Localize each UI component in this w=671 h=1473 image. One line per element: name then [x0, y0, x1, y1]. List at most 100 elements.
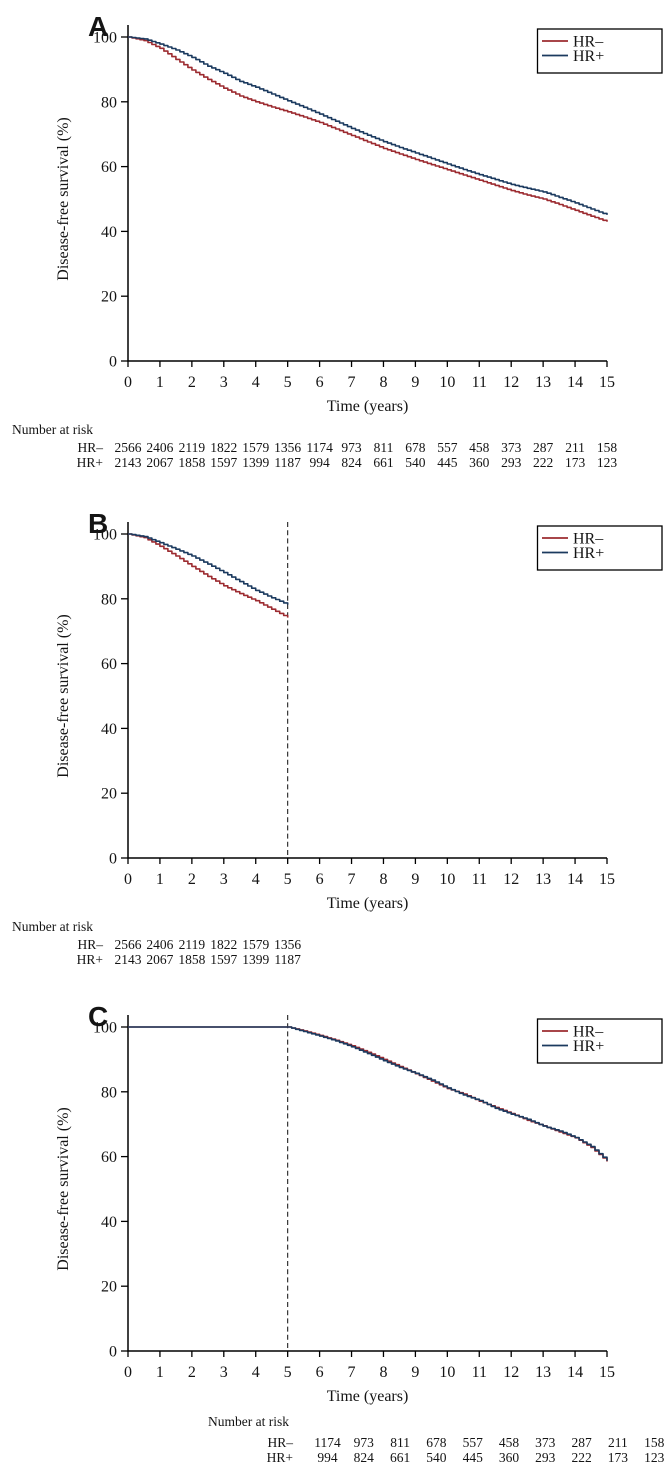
risk-count: 994	[317, 1450, 338, 1465]
x-tick-label: 2	[188, 871, 196, 888]
risk-count: 222	[533, 455, 553, 470]
risk-count: 2143	[115, 455, 142, 470]
risk-count: 373	[501, 440, 522, 455]
risk-count: 458	[499, 1435, 520, 1450]
risk-count: 1822	[210, 440, 237, 455]
legend-label-hr-plus: HR+	[573, 545, 604, 562]
x-tick-label: 10	[439, 374, 455, 391]
y-tick-label: 0	[109, 851, 117, 868]
x-tick-label: 11	[472, 1364, 487, 1381]
x-tick-label: 7	[348, 871, 356, 888]
x-tick-label: 12	[503, 871, 519, 888]
risk-row-label-hr-minus: HR–	[77, 937, 103, 952]
number-at-risk-heading: Number at risk	[208, 1414, 289, 1429]
x-axis-title: Time (years)	[327, 1388, 409, 1405]
hr-minus-curve	[128, 1026, 608, 1162]
x-tick-label: 5	[284, 374, 292, 391]
risk-count: 994	[309, 455, 330, 470]
risk-count: 824	[341, 455, 362, 470]
risk-count: 1858	[178, 455, 205, 470]
risk-count: 811	[374, 440, 394, 455]
y-tick-label: 40	[101, 224, 117, 241]
risk-count: 661	[390, 1450, 410, 1465]
risk-count: 1597	[210, 952, 237, 967]
risk-count: 458	[469, 440, 490, 455]
x-tick-label: 0	[124, 374, 132, 391]
x-tick-label: 15	[599, 374, 615, 391]
risk-count: 557	[463, 1435, 484, 1450]
y-tick-label: 20	[101, 786, 117, 803]
x-tick-label: 15	[599, 1364, 615, 1381]
number-at-risk-heading: Number at risk	[12, 422, 93, 437]
x-tick-label: 7	[348, 1364, 356, 1381]
axes	[127, 1015, 607, 1352]
hr-plus-curve	[128, 533, 289, 605]
y-tick-label: 100	[93, 527, 117, 544]
panel-letter: A	[88, 11, 108, 42]
risk-row-label-hr-minus: HR–	[77, 440, 103, 455]
x-tick-label: 6	[316, 374, 324, 391]
risk-count: 1187	[274, 952, 301, 967]
y-tick-label: 0	[109, 354, 117, 371]
risk-count: 678	[405, 440, 426, 455]
risk-count: 661	[373, 455, 393, 470]
legend-label-hr-minus: HR–	[573, 34, 604, 51]
number-at-risk-heading: Number at risk	[12, 919, 93, 934]
risk-count: 973	[354, 1435, 375, 1450]
axes	[127, 522, 607, 859]
y-tick-label: 80	[101, 591, 117, 608]
y-tick-label: 20	[101, 1279, 117, 1296]
legend-label-hr-plus: HR+	[573, 48, 604, 65]
x-tick-label: 14	[567, 871, 583, 888]
x-tick-label: 5	[284, 1364, 292, 1381]
y-tick-label: 100	[93, 1020, 117, 1037]
panel-c: C 0 20 40 60 80 100 0 1 2 3 4 5 6 7 8 9 10 11 12 13 14 15 Time …	[0, 990, 671, 1473]
risk-count: 293	[535, 1450, 556, 1465]
legend-box	[536, 28, 663, 74]
risk-count: 973	[341, 440, 362, 455]
x-tick-label: 9	[411, 871, 419, 888]
x-tick-label: 4	[252, 1364, 260, 1381]
risk-count: 445	[437, 455, 458, 470]
risk-count: 2067	[146, 952, 173, 967]
risk-count: 1356	[274, 937, 301, 952]
risk-count: 123	[597, 455, 618, 470]
x-axis-title: Time (years)	[327, 398, 409, 415]
legend-box	[536, 1018, 663, 1064]
y-tick-label: 40	[101, 721, 117, 738]
risk-count: 211	[608, 1435, 628, 1450]
x-tick-label: 11	[472, 871, 487, 888]
x-tick-label: 2	[188, 1364, 196, 1381]
risk-count: 2406	[146, 937, 173, 952]
y-axis-title: Disease-free survival (%)	[55, 614, 72, 777]
risk-count: 2406	[146, 440, 173, 455]
hr-minus-curve	[128, 533, 289, 618]
risk-count: 557	[437, 440, 458, 455]
hr-minus-curve	[128, 36, 608, 222]
x-tick-label: 5	[284, 871, 292, 888]
x-tick-label: 1	[156, 1364, 164, 1381]
legend-box	[536, 525, 663, 571]
risk-count: 222	[571, 1450, 591, 1465]
x-tick-label: 1	[156, 871, 164, 888]
x-tick-label: 2	[188, 374, 196, 391]
hr-plus-curve	[128, 36, 608, 215]
y-tick-label: 0	[109, 1344, 117, 1361]
x-tick-label: 1	[156, 374, 164, 391]
x-tick-label: 15	[599, 871, 615, 888]
risk-count: 2119	[179, 937, 206, 952]
x-tick-label: 9	[411, 1364, 419, 1381]
risk-count: 2143	[115, 952, 142, 967]
risk-count: 1822	[210, 937, 237, 952]
risk-count: 173	[565, 455, 586, 470]
x-tick-label: 6	[316, 1364, 324, 1381]
hr-plus-curve	[128, 1026, 608, 1161]
risk-count: 2566	[115, 937, 142, 952]
risk-count: 158	[597, 440, 618, 455]
x-tick-label: 3	[220, 1364, 228, 1381]
x-tick-label: 7	[348, 374, 356, 391]
risk-count: 1174	[306, 440, 333, 455]
